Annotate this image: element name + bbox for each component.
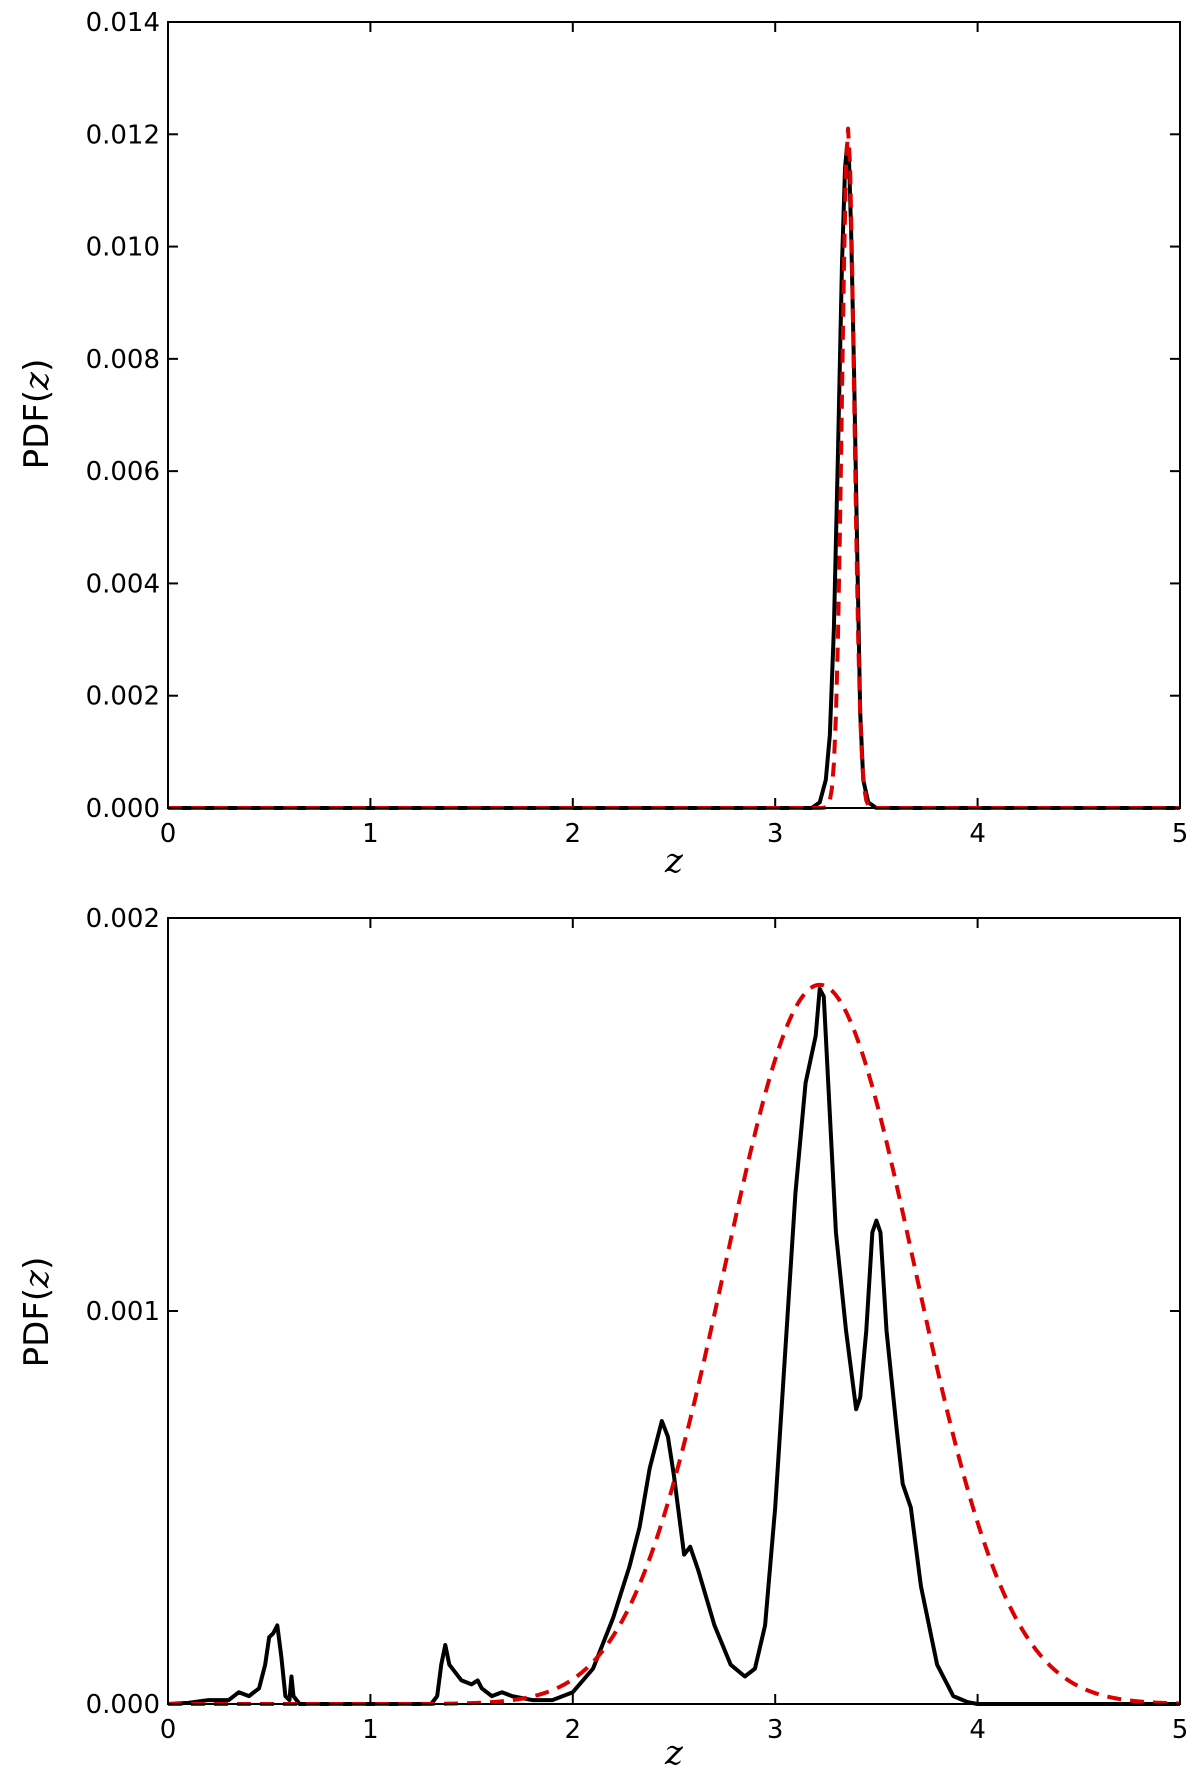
top-ylabel: PDF(z)	[17, 359, 57, 470]
bottom-x-tick-label: 2	[565, 1715, 582, 1745]
bottom-series	[167, 982, 1181, 1706]
chart-bottom: PDF(z) z 0 1 2 3 4 5 0.000 0.001 0.002	[17, 904, 1188, 1770]
top-y-tick-label: 0.006	[86, 457, 160, 487]
top-y-tick-label: 0.010	[86, 233, 160, 263]
top-y-tick-label: 0.000	[86, 794, 160, 824]
top-ticks: 0 1 2 3 4 5 0.000 0.002 0.004 0.006 0.008 0.010 0.01…	[86, 8, 1189, 849]
bottom-y-tick-label: 0.002	[86, 904, 160, 934]
bottom-x-tick-label: 3	[767, 1715, 784, 1745]
top-plot-frame	[167, 21, 1181, 809]
top-gaussian-fit-line	[168, 126, 1180, 810]
top-y-tick-label: 0.014	[86, 8, 160, 38]
bottom-gaussian-fit-line	[168, 982, 1181, 1706]
bottom-y-tick-label: 0.001	[86, 1297, 160, 1327]
bottom-x-tick-label: 4	[969, 1715, 986, 1745]
top-x-tick-label: 3	[767, 819, 784, 849]
top-y-tick-label: 0.012	[86, 120, 160, 150]
bottom-ylabel: PDF(z)	[17, 1257, 57, 1368]
top-series	[168, 126, 1180, 810]
top-x-tick-label: 0	[160, 819, 177, 849]
bottom-plot-frame	[167, 917, 1181, 1705]
chart-top: PDF(z) z 0 1 2 3 4 5 0.000 0.002 0.004 0.006 0.008…	[17, 8, 1188, 881]
top-x-tick-label: 5	[1172, 819, 1189, 849]
bottom-ticks: 0 1 2 3 4 5 0.000 0.001 0.002	[86, 904, 1189, 1745]
top-xlabel: z	[664, 841, 684, 881]
top-y-tick-label: 0.004	[86, 569, 160, 599]
top-y-tick-label: 0.002	[86, 682, 160, 712]
top-pdf-line	[168, 143, 1180, 810]
bottom-xlabel: z	[664, 1733, 684, 1770]
top-x-tick-label: 1	[362, 819, 379, 849]
bottom-x-tick-label: 5	[1172, 1715, 1189, 1745]
top-y-tick-label: 0.008	[86, 345, 160, 375]
bottom-x-tick-label: 1	[362, 1715, 379, 1745]
top-x-tick-label: 4	[969, 819, 986, 849]
top-x-tick-label: 2	[565, 819, 582, 849]
bottom-y-tick-label: 0.000	[86, 1690, 160, 1720]
bottom-pdf-line	[167, 986, 1180, 1706]
bottom-x-tick-label: 0	[160, 1715, 177, 1745]
